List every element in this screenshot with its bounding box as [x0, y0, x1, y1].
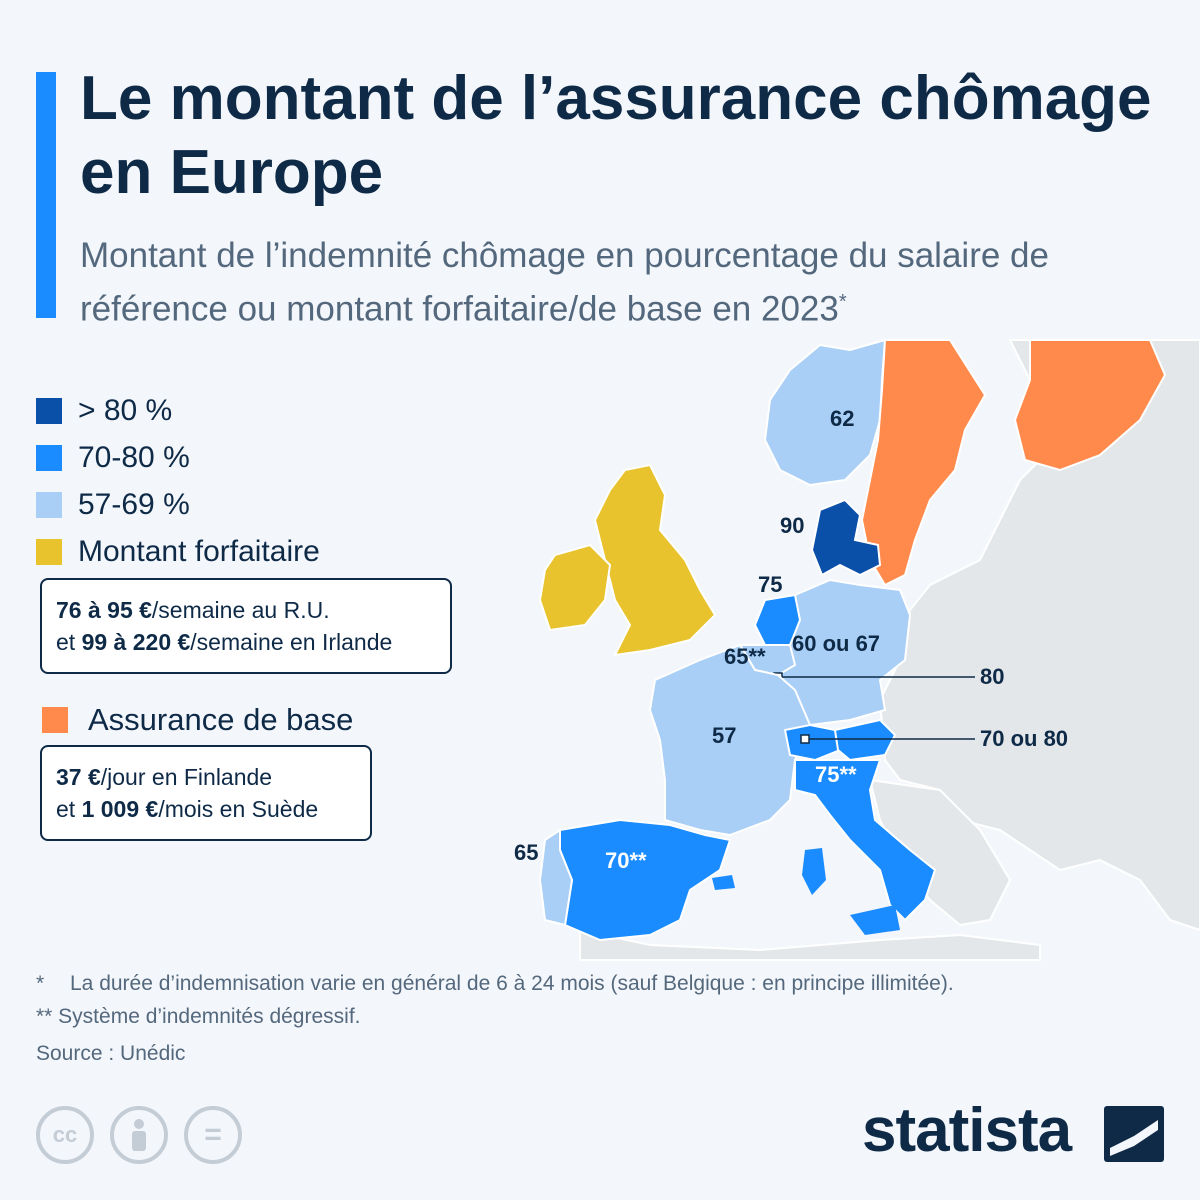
austria-shape [833, 718, 897, 762]
france-shape [648, 643, 812, 837]
statista-logo-icon [1104, 1106, 1164, 1162]
flat-ie-pre: et [56, 629, 82, 655]
uk-shape [593, 463, 717, 657]
footnote-1: * La durée d’indemnisation varie en génér… [36, 972, 954, 996]
sardinia-shape [802, 848, 826, 895]
flat-line-1: 76 à 95 €/semaine au R.U. [56, 594, 436, 626]
legend-swatch-above-80 [36, 398, 62, 424]
switzerland-marker [800, 734, 810, 744]
person-icon [132, 1119, 146, 1151]
norway-shape [763, 338, 887, 487]
cc-icon: cc [36, 1106, 94, 1164]
portugal-value: 65 [514, 840, 538, 865]
legend-swatch-flat [36, 539, 62, 565]
flat-ie-text: /semaine en Irlande [190, 629, 393, 655]
chart-subtitle: Montant de l’indemnité chômage en pource… [80, 232, 1180, 333]
subtitle-text: Montant de l’indemnité chômage en pource… [80, 236, 1049, 329]
legend-label-57-69: 57-69 % [78, 488, 190, 521]
basic-fi-amount: 37 € [56, 764, 101, 790]
flat-uk-text: /semaine au R.U. [151, 597, 330, 623]
flat-line-2: et 99 à 220 €/semaine en Irlande [56, 626, 436, 658]
denmark-value: 90 [780, 513, 804, 538]
spain-shape [559, 818, 732, 942]
legend-item-flat: Montant forfaitaire [36, 535, 320, 569]
basic-se-pre: et [56, 796, 82, 822]
switzerland-value: 70 ou 80 [980, 726, 1068, 751]
france-value: 57 [712, 723, 736, 748]
luxembourg-value: 80 [980, 664, 1004, 689]
basic-fi-text: /jour en Finlande [100, 764, 273, 790]
netherlands-value: 75 [758, 572, 782, 597]
belgium-value: 65** [724, 644, 766, 669]
legend-label-above-80: > 80 % [78, 394, 173, 427]
flat-uk-amount: 76 à 95 € [56, 597, 152, 623]
background-land [579, 339, 1200, 961]
portugal-shape [538, 828, 574, 927]
basic-se-text: /mois en Suède [158, 796, 319, 822]
basic-se-amount: 1 009 € [81, 796, 159, 822]
legend-item-basic: Assurance de base [36, 702, 353, 738]
sweden-shape [860, 339, 987, 587]
italy-shape [794, 759, 937, 922]
legend-item-70-80: 70-80 % [36, 441, 190, 475]
attribution-icon [110, 1106, 168, 1164]
legend-label-basic: Assurance de base [88, 702, 354, 737]
chart-title: Le montant de l’assurance chômage en Eur… [80, 64, 1152, 207]
flat-ie-amount: 99 à 220 € [81, 629, 191, 655]
footnote-1-mark: * [36, 972, 45, 995]
no-derivatives-icon: = [184, 1106, 242, 1164]
legend-swatch-basic [42, 707, 68, 733]
legend-swatch-70-80 [36, 445, 62, 471]
title-accent-bar [36, 72, 56, 318]
basic-line-2: et 1 009 €/mois en Suède [56, 793, 356, 825]
flat-amount-box: 76 à 95 €/semaine au R.U. et 99 à 220 €/… [40, 578, 452, 674]
ireland-shape [538, 543, 612, 632]
spain-value: 70** [605, 848, 647, 873]
legend-swatch-57-69 [36, 492, 62, 518]
germany-value: 60 ou 67 [792, 631, 880, 656]
legend-item-above-80: > 80 % [36, 394, 172, 428]
footnote-1-text: La durée d’indemnisation varie en généra… [70, 972, 954, 995]
source-note: Source : Unédic [36, 1042, 186, 1065]
footnote-2: ** Système d’indemnités dégressif. [36, 1005, 361, 1028]
sicily-shape [850, 905, 900, 935]
subtitle-footnote-mark: * [838, 291, 847, 313]
finland-shape [1013, 339, 1167, 472]
balearic-shape [712, 875, 735, 890]
denmark-shape [810, 498, 882, 577]
legend-label-flat: Montant forfaitaire [78, 535, 320, 568]
statista-logo-text: statista [862, 1096, 1072, 1165]
legend-item-57-69: 57-69 % [36, 488, 190, 522]
switzerland-shape [783, 723, 842, 762]
basic-line-1: 37 €/jour en Finlande [56, 761, 356, 793]
norway-value: 62 [830, 406, 854, 431]
basic-amount-box: 37 €/jour en Finlande et 1 009 €/mois en… [40, 745, 372, 841]
legend-label-70-80: 70-80 % [78, 441, 190, 474]
austria-value: 75** [815, 762, 857, 787]
